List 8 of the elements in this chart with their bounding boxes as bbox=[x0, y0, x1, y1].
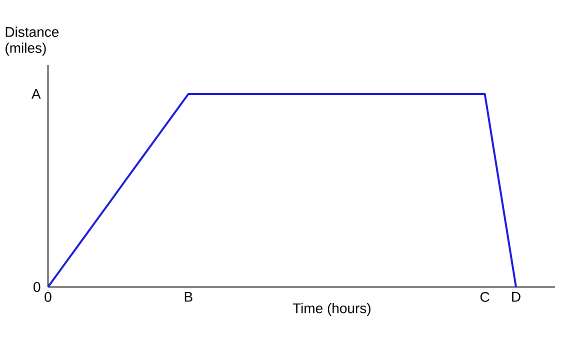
x-axis-title: Time (hours) bbox=[292, 302, 370, 316]
text: 0 bbox=[34, 282, 40, 292]
x-tick-label: 0 bbox=[44, 292, 52, 302]
x-tick-label: D bbox=[512, 292, 520, 302]
y-axis-title: Distance (miles) bbox=[6, 26, 59, 56]
x-tick-label: C bbox=[480, 292, 490, 302]
text: A bbox=[31, 89, 41, 99]
x-tick-label: B bbox=[184, 292, 192, 302]
